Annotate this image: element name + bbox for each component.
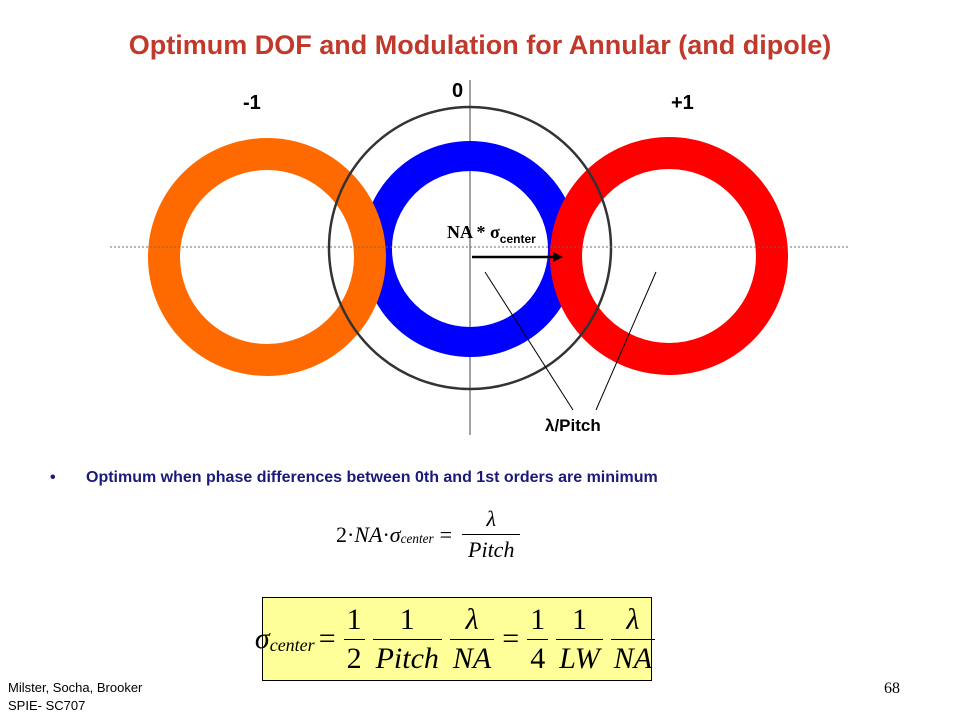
- footer-credits: Milster, Socha, Brooker SPIE- SC707: [8, 679, 142, 715]
- minus-one-order-ring: [148, 138, 386, 376]
- equation-phase-condition: 2· NA · σ center = λ Pitch: [336, 506, 524, 563]
- arrow-head: [553, 252, 563, 262]
- order-zero-label: 0: [452, 80, 464, 102]
- plus-one-order-ring: [550, 137, 788, 375]
- order-plus-label: +1: [671, 92, 694, 114]
- pitch-pointer-left: [484, 271, 574, 411]
- slide-title: Optimum DOF and Modulation for Annular (…: [128, 30, 832, 60]
- order-minus-label: -1: [243, 92, 261, 114]
- fraction-lambda-pitch: λ Pitch: [462, 506, 521, 563]
- bullet-item: • Optimum when phase differences between …: [50, 469, 658, 487]
- bullet-text: Optimum when phase differences between 0…: [86, 469, 658, 486]
- footer-course: SPIE- SC707: [8, 698, 86, 713]
- lambda-pitch-label: λ/Pitch: [545, 416, 601, 435]
- footer-authors: Milster, Socha, Brooker: [8, 680, 143, 695]
- page-number: 68: [884, 680, 900, 697]
- bullet-dot: •: [50, 469, 56, 486]
- na-sigma-label: NA * σcenter: [447, 222, 536, 246]
- pupil-circle: [327, 105, 613, 391]
- pitch-pointer-right: [595, 271, 657, 411]
